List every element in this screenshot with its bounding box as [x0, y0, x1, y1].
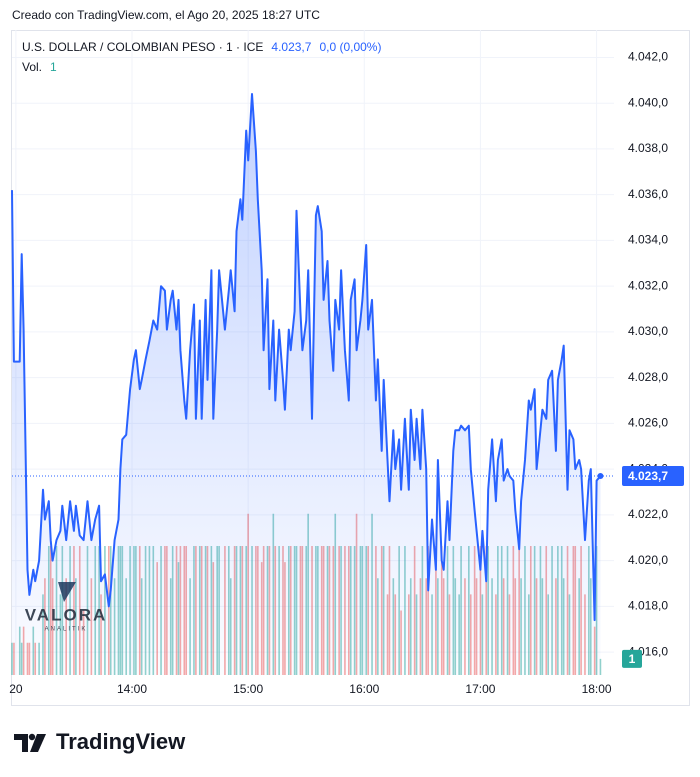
x-tick-label: 17:00: [465, 682, 495, 696]
logo-slash: [30, 734, 46, 752]
header-note: Creado con TradingView.com, el Ago 20, 2…: [12, 8, 320, 22]
volume-tag-label: 1: [629, 652, 636, 666]
y-tick-label: 4.034,0: [628, 233, 668, 247]
last-price-tag: [622, 466, 684, 487]
volume-legend-name: Vol.: [22, 60, 42, 74]
chart-frame: [11, 30, 690, 706]
y-tick-label: 4.030,0: [628, 324, 668, 338]
volume-legend: Vol. 1: [22, 60, 57, 74]
watermark-name: VALORA: [25, 605, 108, 624]
price-area: [12, 94, 601, 675]
y-tick-label: 4.018,0: [628, 599, 668, 613]
logo-dot: [28, 733, 36, 741]
y-tick-label: 4.032,0: [628, 278, 668, 292]
y-tick-label: 4.042,0: [628, 50, 668, 64]
axes-layer: 4.016,04.018,04.020,04.022,04.024,04.026…: [9, 50, 684, 696]
last-price-label: 4.023,7: [628, 469, 668, 483]
legend-change: 0,0 (0,00%): [319, 40, 381, 54]
logo-bar: [14, 734, 28, 752]
footer-logo: TradingView: [14, 729, 186, 754]
watermark-icon: [58, 582, 76, 602]
legend-price: 4.023,7: [271, 40, 311, 54]
y-tick-label: 4.040,0: [628, 95, 668, 109]
y-tick-label: 4.028,0: [628, 370, 668, 384]
y-tick-label: 4.020,0: [628, 553, 668, 567]
volume-legend-value: 1: [50, 60, 57, 74]
legend: U.S. DOLLAR / COLOMBIAN PESO · 1 · ICE 4.…: [22, 40, 381, 54]
watermark-sub: ANALITIK: [45, 627, 88, 633]
y-tick-label: 4.038,0: [628, 141, 668, 155]
watermark: VALORA ANALITIK: [25, 582, 108, 633]
y-tick-label: 4.022,0: [628, 507, 668, 521]
price-line: [11, 93, 602, 622]
plot-layer: [11, 93, 614, 675]
x-tick-label: 20: [9, 682, 23, 696]
legend-symbol: U.S. DOLLAR / COLOMBIAN PESO · 1 · ICE: [22, 40, 263, 54]
y-tick-label: 4.036,0: [628, 187, 668, 201]
x-tick-label: 18:00: [582, 682, 612, 696]
volume-tag: [622, 649, 642, 668]
x-tick-label: 16:00: [349, 682, 379, 696]
x-tick-label: 14:00: [117, 682, 147, 696]
y-tick-label: 4.026,0: [628, 416, 668, 430]
x-tick-label: 15:00: [233, 682, 263, 696]
footer-brand: TradingView: [56, 729, 186, 754]
